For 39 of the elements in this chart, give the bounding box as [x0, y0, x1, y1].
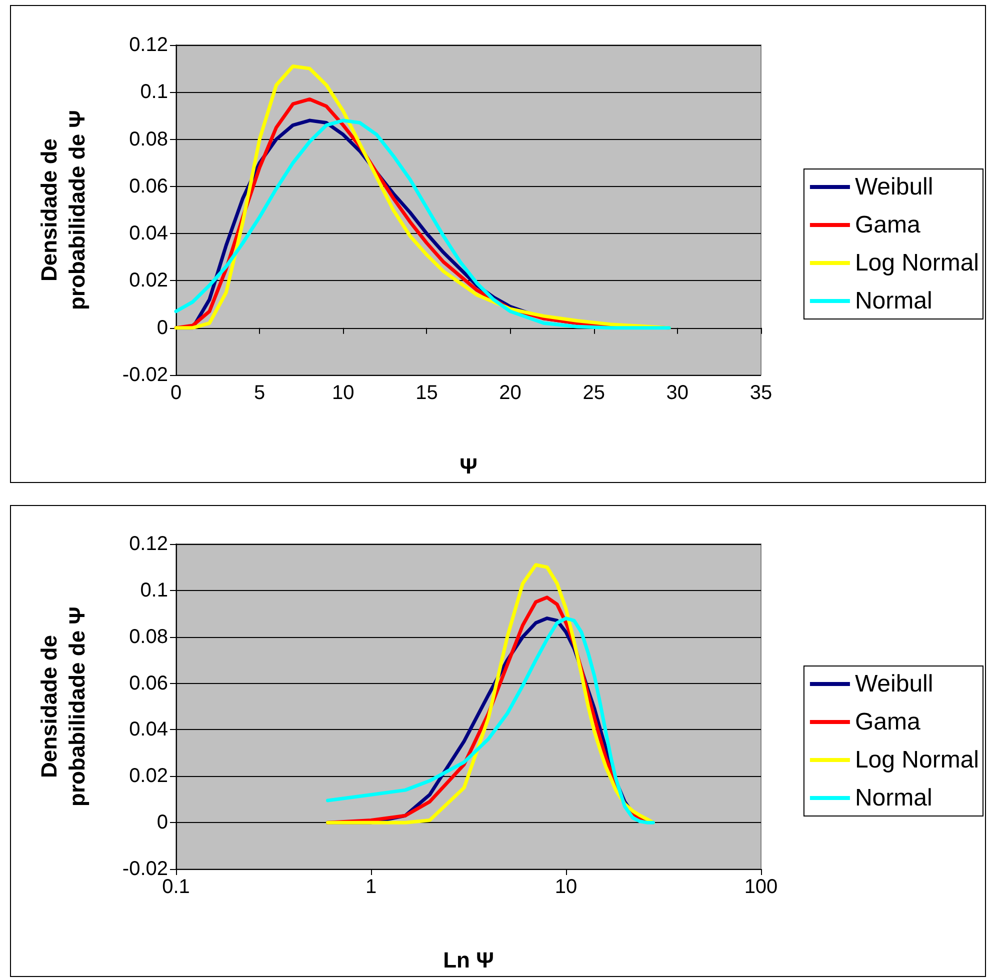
- x-tick-label: 1: [365, 876, 377, 898]
- y-tick-label: -0.02: [122, 858, 168, 880]
- y-tick-label: 0.06: [129, 175, 168, 198]
- x-tick-label: 10: [332, 382, 354, 404]
- legend-label: Normal: [854, 288, 932, 314]
- y-tick-label: 0.02: [129, 270, 168, 292]
- x-axis-title: Ψ: [460, 454, 478, 478]
- y-tick-label: 0.04: [129, 222, 168, 245]
- y-tick-label: -0.02: [122, 364, 168, 386]
- legend-label: Gama: [854, 708, 921, 736]
- legend-label: Weibull: [854, 670, 934, 698]
- x-tick-label: 5: [254, 382, 266, 404]
- y-tick-label: 0.02: [129, 765, 168, 788]
- legend-label: Normal: [854, 784, 932, 812]
- legend-label: Log Normal: [854, 250, 980, 276]
- legend-label: Log Normal: [854, 746, 980, 774]
- y-axis-title: Densidade de probabilidade de Ψ: [36, 110, 90, 310]
- y-tick-label: 0: [156, 812, 168, 834]
- x-tick-label: 20: [499, 382, 522, 404]
- x-tick-label: 0: [170, 382, 182, 404]
- x-tick-label: 100: [744, 876, 778, 898]
- y-tick-label: 0.06: [129, 672, 168, 694]
- y-tick-label: 0.1: [140, 81, 168, 104]
- x-tick-label: 30: [666, 382, 689, 404]
- y-tick-label: 0.1: [140, 579, 168, 602]
- y-tick-label: 0.04: [129, 718, 168, 741]
- x-tick-label: 10: [554, 876, 578, 898]
- x-tick-label: 35: [750, 382, 772, 404]
- x-tick-label: 25: [582, 382, 605, 404]
- x-axis-title: Ln Ψ: [443, 948, 494, 972]
- y-tick-label: 0: [156, 316, 168, 339]
- y-tick-label: 0.12: [129, 34, 168, 56]
- legend-label: Gama: [854, 212, 921, 238]
- y-tick-label: 0.08: [129, 128, 168, 150]
- legend-label: Weibull: [854, 174, 934, 200]
- y-tick-label: 0.08: [129, 626, 168, 648]
- y-tick-label: 0.12: [129, 533, 168, 555]
- x-tick-label: 15: [416, 382, 438, 404]
- y-axis-title: Densidade de probabilidade de Ψ: [36, 606, 90, 806]
